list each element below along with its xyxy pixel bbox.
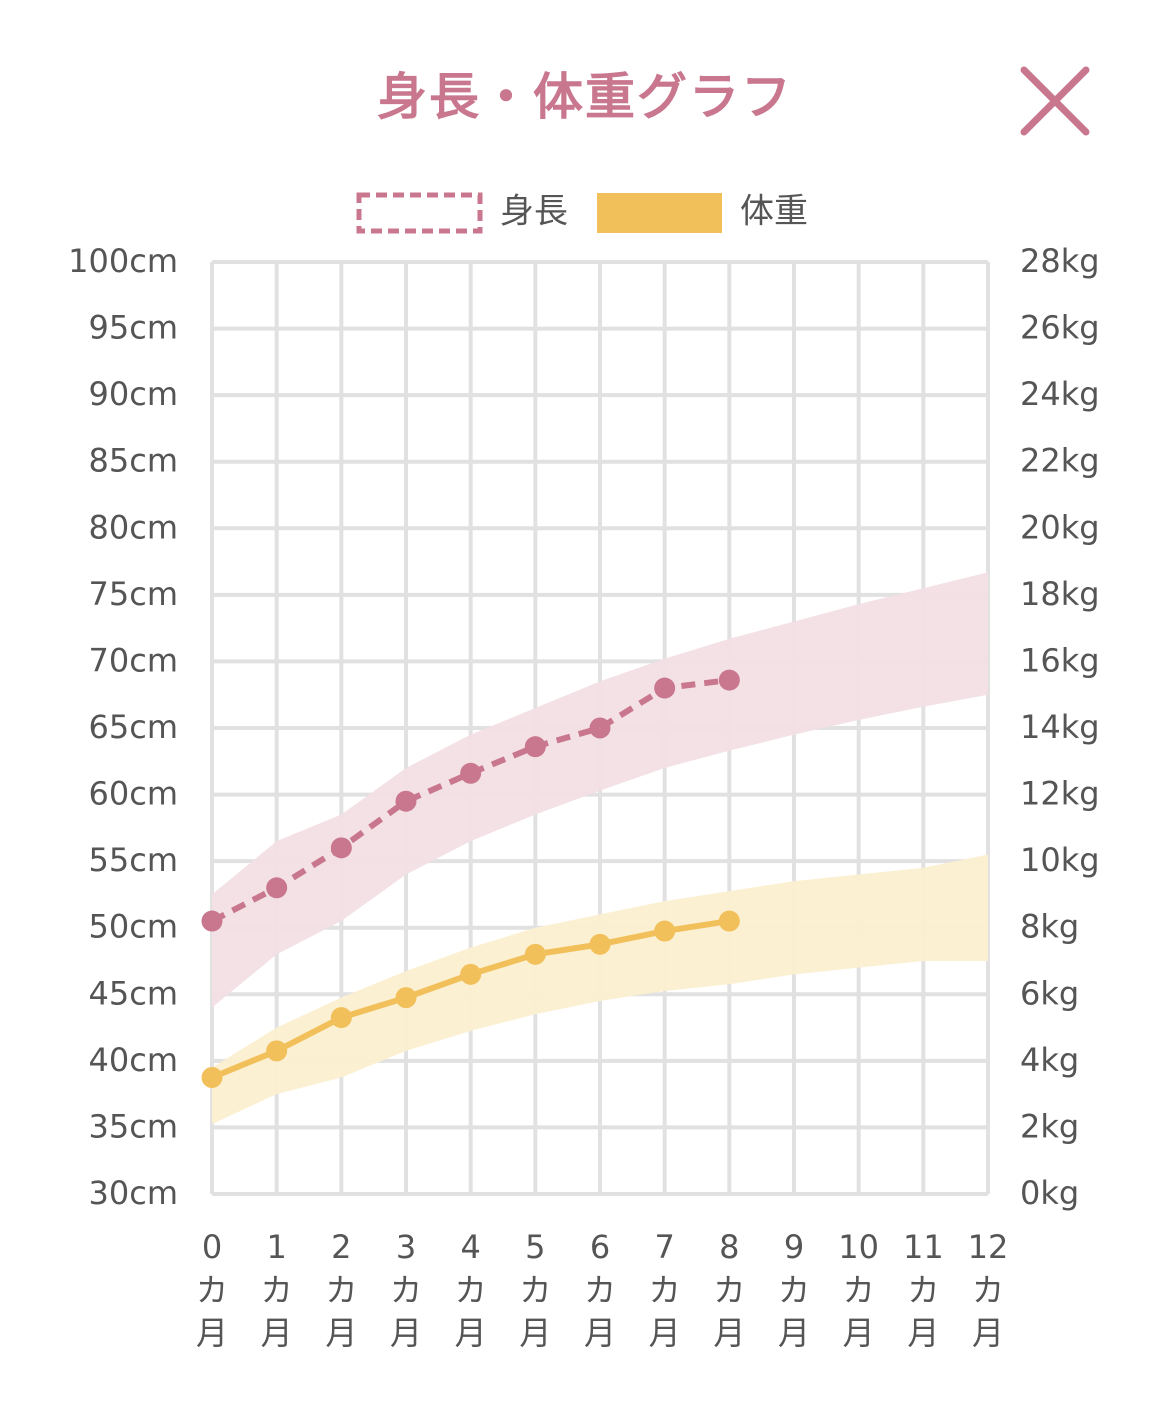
y-left-tick-label: 40cm: [89, 1041, 178, 1079]
x-tick-label: 7: [654, 1228, 674, 1266]
y-left-tick-label: 60cm: [89, 775, 178, 813]
data-point-height: [654, 677, 676, 699]
legend-swatch-height: [356, 192, 483, 234]
data-point-height: [460, 762, 482, 784]
y-right-tick-label: 20kg: [1020, 508, 1100, 546]
x-tick-label: カ: [390, 1271, 422, 1309]
x-tick-label: 月: [261, 1314, 293, 1352]
x-tick-label: 月: [584, 1314, 616, 1352]
y-right-tick-label: 8kg: [1020, 908, 1079, 946]
close-button[interactable]: [1012, 58, 1098, 144]
data-point-height: [524, 736, 546, 758]
y-right-tick-label: 18kg: [1020, 575, 1100, 613]
y-left-tick-label: 35cm: [89, 1107, 178, 1145]
data-point-height: [589, 717, 611, 739]
x-tick-label: 月: [196, 1314, 228, 1352]
y-right-tick-label: 16kg: [1020, 641, 1100, 679]
y-right-tick-label: 2kg: [1020, 1107, 1079, 1145]
y-left-tick-label: 95cm: [89, 309, 178, 347]
y-right-tick-label: 26kg: [1020, 309, 1100, 347]
x-tick-label: 9: [784, 1228, 804, 1266]
x-tick-label: カ: [843, 1271, 875, 1309]
data-point-weight: [460, 963, 482, 985]
x-tick-label: カ: [584, 1271, 616, 1309]
data-point-weight: [654, 920, 676, 942]
data-point-weight: [589, 933, 611, 955]
y-right-tick-label: 28kg: [1020, 242, 1100, 280]
y-right-tick-label: 22kg: [1020, 442, 1100, 480]
x-tick-label: カ: [778, 1271, 810, 1309]
data-point-height: [718, 669, 740, 691]
x-tick-label: 1: [266, 1228, 286, 1266]
y-right-tick-label: 4kg: [1020, 1041, 1079, 1079]
x-tick-label: 10: [838, 1228, 879, 1266]
close-icon: [1020, 66, 1090, 136]
x-tick-label: 8: [719, 1228, 739, 1266]
y-left-tick-label: 100cm: [68, 242, 178, 280]
x-tick-label: カ: [972, 1271, 1004, 1309]
data-point-weight: [201, 1067, 223, 1088]
y-right-tick-label: 24kg: [1020, 375, 1100, 413]
x-tick-label: 3: [396, 1228, 416, 1266]
data-point-height: [201, 910, 223, 932]
x-tick-label: 5: [525, 1228, 545, 1266]
x-tick-label: 月: [519, 1314, 551, 1352]
x-tick-label: 月: [713, 1314, 745, 1352]
x-tick-label: 月: [907, 1314, 939, 1352]
band-height: [212, 572, 988, 1008]
header: 身長・体重グラフ: [0, 0, 1170, 180]
band-weight: [212, 854, 988, 1125]
x-tick-label: 2: [331, 1228, 351, 1266]
y-left-tick-label: 30cm: [89, 1174, 178, 1212]
y-left-tick-label: 90cm: [89, 375, 178, 413]
y-left-tick-label: 80cm: [89, 508, 178, 546]
data-point-weight: [524, 943, 546, 965]
legend-swatch-weight: [597, 193, 722, 233]
y-right-tick-label: 12kg: [1020, 775, 1100, 813]
y-left-tick-label: 45cm: [89, 974, 178, 1012]
y-right-tick-label: 0kg: [1020, 1174, 1079, 1212]
x-tick-label: 月: [455, 1314, 487, 1352]
y-right-tick-label: 14kg: [1020, 708, 1100, 746]
y-left-tick-label: 70cm: [89, 641, 178, 679]
y-left-tick-label: 55cm: [89, 841, 178, 879]
legend-label-height: 身長: [500, 192, 568, 232]
series-line-height: [210, 677, 730, 924]
y-right-tick-label: 10kg: [1020, 841, 1100, 879]
x-tick-label: 月: [972, 1314, 1004, 1352]
y-left-tick-label: 65cm: [89, 708, 178, 746]
y-left-tick-label: 85cm: [89, 442, 178, 480]
x-tick-label: カ: [649, 1271, 681, 1309]
data-point-height: [330, 837, 352, 859]
x-tick-label: 月: [325, 1314, 357, 1352]
x-tick-label: 月: [843, 1314, 875, 1352]
x-tick-label: 11: [903, 1228, 944, 1266]
x-tick-label: 月: [390, 1314, 422, 1352]
x-tick-label: 6: [590, 1228, 610, 1266]
x-tick-label: カ: [519, 1271, 551, 1309]
x-tick-label: 月: [778, 1314, 810, 1352]
x-tick-label: カ: [261, 1271, 293, 1309]
y-left-tick-label: 50cm: [89, 908, 178, 946]
page-title: 身長・体重グラフ: [377, 68, 793, 126]
data-point-weight: [330, 1007, 352, 1029]
data-point-height: [266, 877, 288, 899]
data-point-weight: [395, 987, 417, 1009]
y-left-tick-label: 75cm: [89, 575, 178, 613]
data-point-weight: [266, 1040, 288, 1062]
x-tick-label: カ: [713, 1271, 745, 1309]
x-tick-label: 4: [460, 1228, 480, 1266]
data-point-weight: [718, 910, 740, 932]
x-tick-label: 月: [649, 1314, 681, 1352]
y-right-tick-label: 6kg: [1020, 974, 1079, 1012]
x-tick-label: 12: [968, 1228, 1009, 1266]
legend-label-weight: 体重: [740, 192, 808, 232]
x-tick-label: カ: [907, 1271, 939, 1309]
x-tick-label: カ: [325, 1271, 357, 1309]
x-tick-label: カ: [455, 1271, 487, 1309]
x-tick-label: 0: [202, 1228, 222, 1266]
data-point-height: [395, 790, 417, 812]
x-tick-label: カ: [196, 1271, 228, 1309]
